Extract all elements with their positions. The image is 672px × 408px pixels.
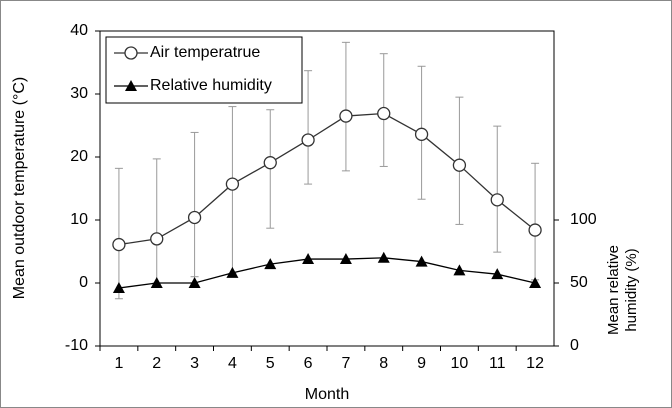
marker — [188, 277, 201, 288]
x-tick-label: 5 — [266, 355, 275, 372]
x-tick-label: 1 — [114, 355, 123, 372]
marker — [125, 80, 137, 91]
y2-axis-label: Mean relative — [605, 245, 622, 335]
x-tick-label: 10 — [451, 355, 469, 372]
y-axis-label: Mean outdoor temperature (°C) — [11, 77, 28, 300]
marker — [187, 210, 202, 225]
y-tick-label: 20 — [70, 148, 88, 165]
marker — [264, 258, 277, 270]
marker — [302, 253, 315, 265]
y-tick-label: -10 — [65, 337, 88, 354]
marker — [263, 156, 277, 170]
marker — [112, 237, 126, 252]
marker — [414, 127, 429, 141]
marker — [301, 133, 315, 147]
x-tick-label: 4 — [228, 355, 237, 372]
x-tick-label: 12 — [526, 355, 544, 372]
marker — [226, 266, 239, 278]
marker — [377, 106, 391, 121]
marker — [339, 253, 352, 265]
marker — [529, 277, 542, 288]
series-line — [118, 112, 536, 246]
marker — [453, 264, 466, 276]
series-line — [118, 257, 536, 289]
y-tick-label: 30 — [70, 85, 88, 102]
y-tick-label: 40 — [70, 22, 88, 39]
x-tick-label: 2 — [152, 355, 161, 372]
marker — [528, 223, 542, 237]
marker — [415, 255, 428, 267]
legend-label: Relative humidity — [150, 77, 272, 94]
marker — [112, 282, 125, 294]
x-tick-label: 9 — [417, 355, 426, 372]
marker — [150, 232, 164, 246]
x-tick-label: 8 — [379, 355, 388, 372]
x-tick-label: 6 — [304, 355, 313, 372]
y2-tick-label: 100 — [570, 211, 597, 228]
legend-box — [105, 36, 303, 104]
legend-label: Air temperatrue — [150, 44, 260, 61]
marker — [452, 158, 467, 172]
y2-tick-label: 0 — [570, 337, 579, 354]
x-tick-label: 7 — [341, 355, 350, 372]
marker — [491, 268, 504, 280]
marker — [490, 193, 504, 207]
x-tick-label: 11 — [489, 355, 506, 372]
marker — [377, 251, 390, 263]
marker — [150, 277, 163, 288]
x-tick-label: 3 — [190, 355, 199, 372]
y-tick-label: 10 — [70, 211, 88, 228]
y2-tick-label: 50 — [570, 274, 588, 291]
y2-axis-label: humidity (%) — [623, 248, 640, 331]
marker — [339, 109, 353, 123]
marker — [225, 177, 240, 191]
y-tick-label: 0 — [79, 274, 88, 291]
plot-area — [99, 30, 555, 347]
x-axis-label: Month — [305, 386, 349, 403]
marker — [124, 46, 138, 60]
